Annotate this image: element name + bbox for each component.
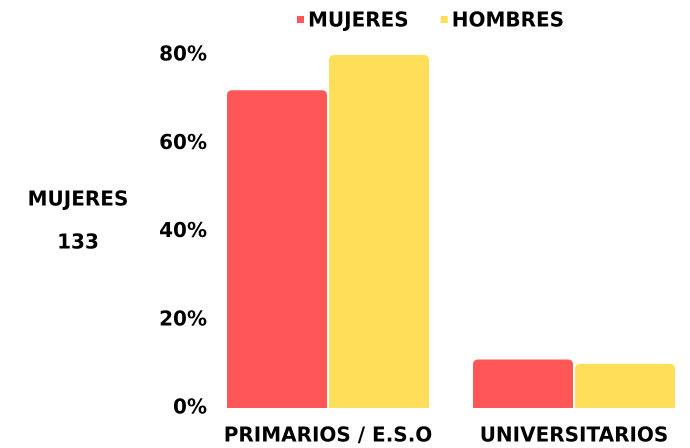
legend-marker <box>440 16 448 23</box>
y-tick-label: 20% <box>159 306 207 330</box>
y-tick-label: 40% <box>159 218 207 242</box>
annotation: MUJERES <box>28 187 129 211</box>
x-tick-label: PRIMARIOS / E.S.O <box>224 423 433 447</box>
legend-label: MUJERES <box>308 8 409 32</box>
bar <box>227 90 327 409</box>
bar <box>473 359 573 408</box>
annotation: 133 <box>57 230 99 254</box>
legend-marker <box>297 16 304 23</box>
y-tick-label: 60% <box>159 130 207 154</box>
bar <box>575 363 675 408</box>
bar <box>329 55 429 408</box>
x-tick-label: UNIVERSITARIOS <box>480 423 669 447</box>
y-tick-label: 0% <box>173 395 207 419</box>
legend-label: HOMBRES <box>452 8 564 32</box>
y-tick-label: 80% <box>159 42 207 66</box>
